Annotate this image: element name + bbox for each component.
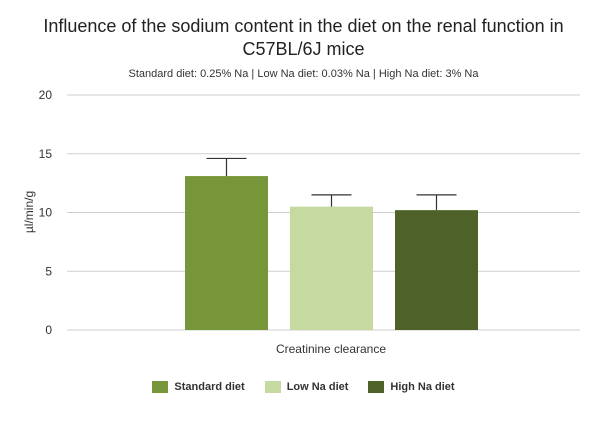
- chart-subtitle: Standard diet: 0.25% Na | Low Na diet: 0…: [128, 68, 479, 80]
- legend-label-standard: Standard diet: [174, 381, 245, 393]
- legend-item-high-na: High Na diet: [368, 381, 455, 393]
- x-axis-label: Creatinine clearance: [276, 342, 386, 356]
- legend-item-standard: Standard diet: [152, 381, 245, 393]
- y-tick-label: 20: [39, 88, 53, 102]
- bar-high-na: [395, 210, 478, 330]
- y-tick-label: 10: [39, 206, 53, 220]
- legend-label-high-na: High Na diet: [390, 381, 455, 393]
- legend-swatch-standard: [152, 381, 169, 393]
- legend-label-low-na: Low Na diet: [286, 381, 349, 393]
- y-axis-label: µl/min/g: [22, 191, 36, 233]
- y-tick-label: 5: [45, 264, 52, 278]
- legend: Standard diet Low Na diet High Na diet: [0, 381, 607, 393]
- bar-low-na: [290, 206, 373, 330]
- legend-swatch-high-na: [368, 381, 385, 393]
- legend-item-low-na: Low Na diet: [264, 381, 349, 393]
- y-tick-label: 0: [45, 323, 52, 337]
- chart-title-line-2: C57BL/6J mice: [242, 39, 365, 59]
- bar-standard: [185, 176, 268, 330]
- y-tick-label: 15: [39, 147, 53, 161]
- chart-title-line-1: Influence of the sodium content in the d…: [43, 16, 564, 36]
- legend-swatch-low-na: [264, 381, 281, 393]
